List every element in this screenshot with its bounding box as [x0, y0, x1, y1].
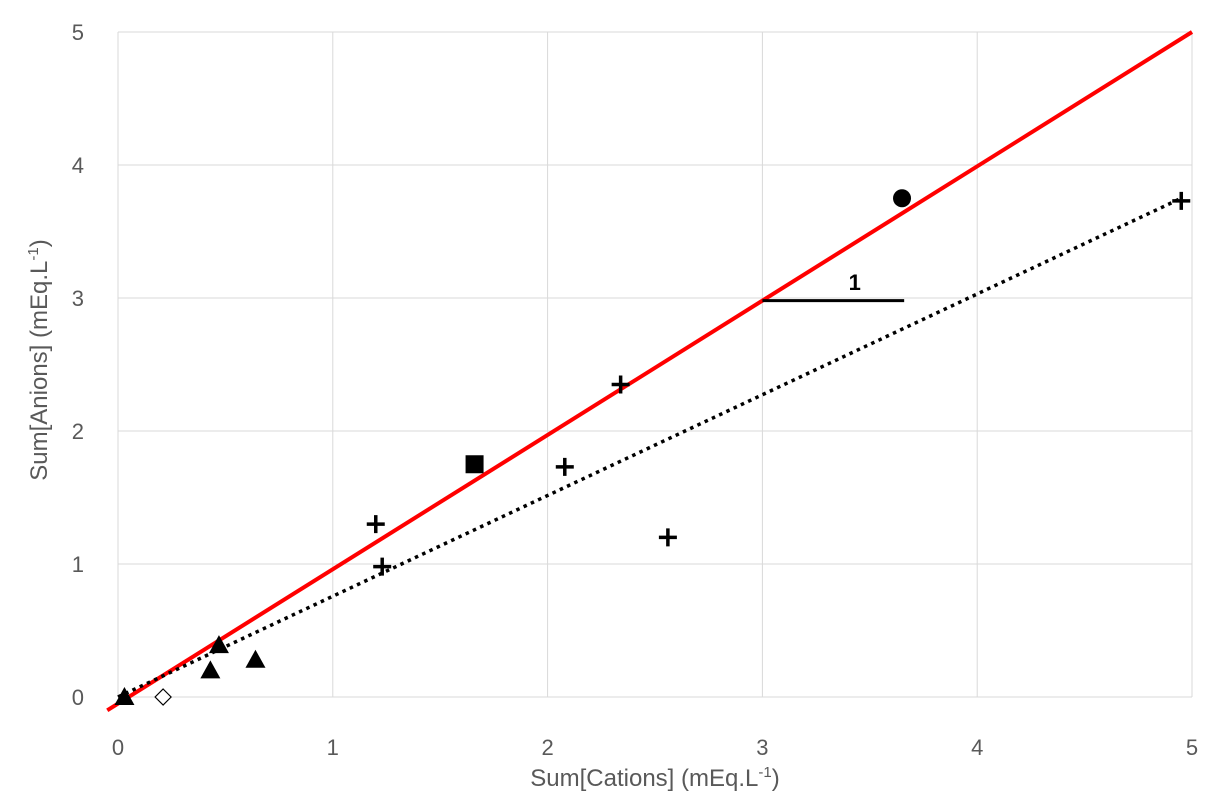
cross-point [366, 515, 385, 534]
diamond-point [154, 688, 172, 706]
cross-point [373, 557, 392, 576]
x-tick-label: 1 [327, 735, 339, 760]
y-tick-label: 4 [72, 153, 84, 178]
cross-point [611, 375, 630, 394]
y-tick-label: 2 [72, 419, 84, 444]
x-tick-label: 3 [756, 735, 768, 760]
slope-label: 1 [849, 270, 861, 295]
x-tick-label: 4 [971, 735, 983, 760]
y-tick-label: 3 [72, 286, 84, 311]
x-tick-label: 2 [541, 735, 553, 760]
y-axis-title: Sum[Anions] (mEq.L-1) [25, 239, 53, 480]
cross-point [1172, 191, 1191, 210]
y-tick-label: 0 [72, 685, 84, 710]
x-tick-label: 5 [1186, 735, 1198, 760]
gridlines [117, 31, 1193, 698]
x-axis-title: Sum[Cations] (mEq.L-1) [530, 764, 779, 792]
data-points [114, 189, 1191, 706]
cross-point [555, 457, 574, 476]
square-point [465, 455, 484, 474]
cross-point [658, 528, 677, 547]
circle-point [893, 189, 912, 208]
triangle-point [208, 635, 229, 654]
x-tick-label: 0 [112, 735, 124, 760]
x-tick-labels: 0 1 2 3 4 5 [112, 735, 1198, 760]
triangle-point [200, 660, 221, 679]
triangle-point [114, 687, 135, 705]
y-tick-labels: 0 1 2 3 4 5 [72, 20, 84, 710]
y-tick-label: 5 [72, 20, 84, 45]
slope-annotation: 1 [762, 270, 905, 303]
dotted-fit-line [117, 196, 1183, 699]
triangle-point [245, 649, 266, 668]
y-tick-label: 1 [72, 552, 84, 577]
one-to-one-line [106, 30, 1194, 712]
trend-lines [106, 30, 1194, 712]
